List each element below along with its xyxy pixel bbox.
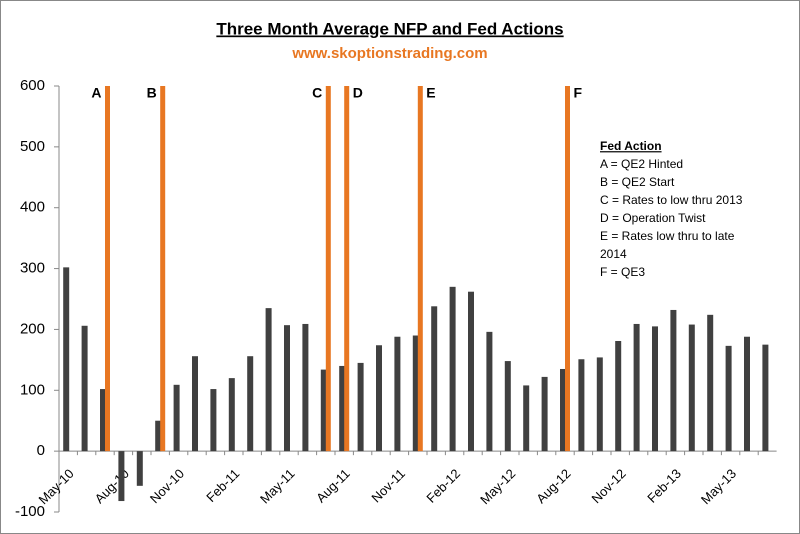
bar xyxy=(228,378,235,452)
bar xyxy=(302,323,309,452)
bar xyxy=(344,86,350,452)
bar xyxy=(707,314,714,452)
bar xyxy=(105,86,110,452)
bar xyxy=(320,369,327,452)
bar xyxy=(449,286,456,452)
bar xyxy=(417,86,423,452)
bar xyxy=(357,362,364,452)
bar xyxy=(339,365,346,452)
bar xyxy=(565,86,570,452)
bar xyxy=(160,86,166,452)
bar xyxy=(670,309,677,452)
bar xyxy=(247,356,254,452)
bar xyxy=(100,389,106,452)
bar xyxy=(155,420,162,452)
value-label: E xyxy=(426,85,435,101)
y-tick-label: 200 xyxy=(20,320,45,337)
bar xyxy=(431,306,438,452)
value-label: A xyxy=(91,85,101,101)
bar xyxy=(652,326,658,452)
bar xyxy=(210,389,217,452)
bar xyxy=(118,451,125,502)
value-label: D xyxy=(353,85,363,101)
bar xyxy=(394,336,401,452)
note-line: E = Rates low thru to late xyxy=(600,229,735,243)
note-line: 2014 xyxy=(600,247,627,261)
bar xyxy=(265,308,272,452)
bar xyxy=(192,356,198,452)
bar xyxy=(578,359,585,452)
bar xyxy=(63,267,70,452)
bar xyxy=(468,291,474,452)
bar xyxy=(688,324,695,452)
note-line: C = Rates to low thru 2013 xyxy=(600,193,743,207)
y-tick-label: 300 xyxy=(20,260,45,277)
bar xyxy=(633,323,640,452)
value-label: F xyxy=(574,85,583,101)
value-label: B xyxy=(147,85,157,101)
bar xyxy=(744,336,750,452)
chart-subtitle: www.skoptionstrading.com xyxy=(291,45,487,62)
y-tick-label: 600 xyxy=(20,77,45,94)
bar xyxy=(504,361,511,452)
bar xyxy=(560,368,566,452)
bar xyxy=(325,86,331,452)
bar xyxy=(81,325,88,452)
y-tick-label: 0 xyxy=(37,442,45,459)
bar xyxy=(615,340,622,452)
note-line: D = Operation Twist xyxy=(600,211,706,225)
y-tick-label: 400 xyxy=(20,199,45,216)
note-line: A = QE2 Hinted xyxy=(600,157,683,171)
bar xyxy=(523,385,530,452)
bar xyxy=(136,451,143,486)
bar xyxy=(376,345,382,452)
y-tick-label: 500 xyxy=(20,138,45,155)
bar xyxy=(725,345,732,452)
bar xyxy=(284,325,290,452)
note-line: B = QE2 Start xyxy=(600,175,675,189)
note-title: Fed Action xyxy=(600,139,662,153)
chart-title: Three Month Average NFP and Fed Actions xyxy=(216,19,563,38)
bar xyxy=(412,335,419,452)
y-tick-label: -100 xyxy=(15,503,45,520)
bar xyxy=(173,384,180,452)
note-line: F = QE3 xyxy=(600,265,645,279)
value-label: C xyxy=(312,85,322,101)
bar xyxy=(596,357,603,452)
bar xyxy=(762,344,769,452)
y-tick-label: 100 xyxy=(20,381,45,398)
bar xyxy=(486,331,493,452)
bar xyxy=(541,376,548,452)
